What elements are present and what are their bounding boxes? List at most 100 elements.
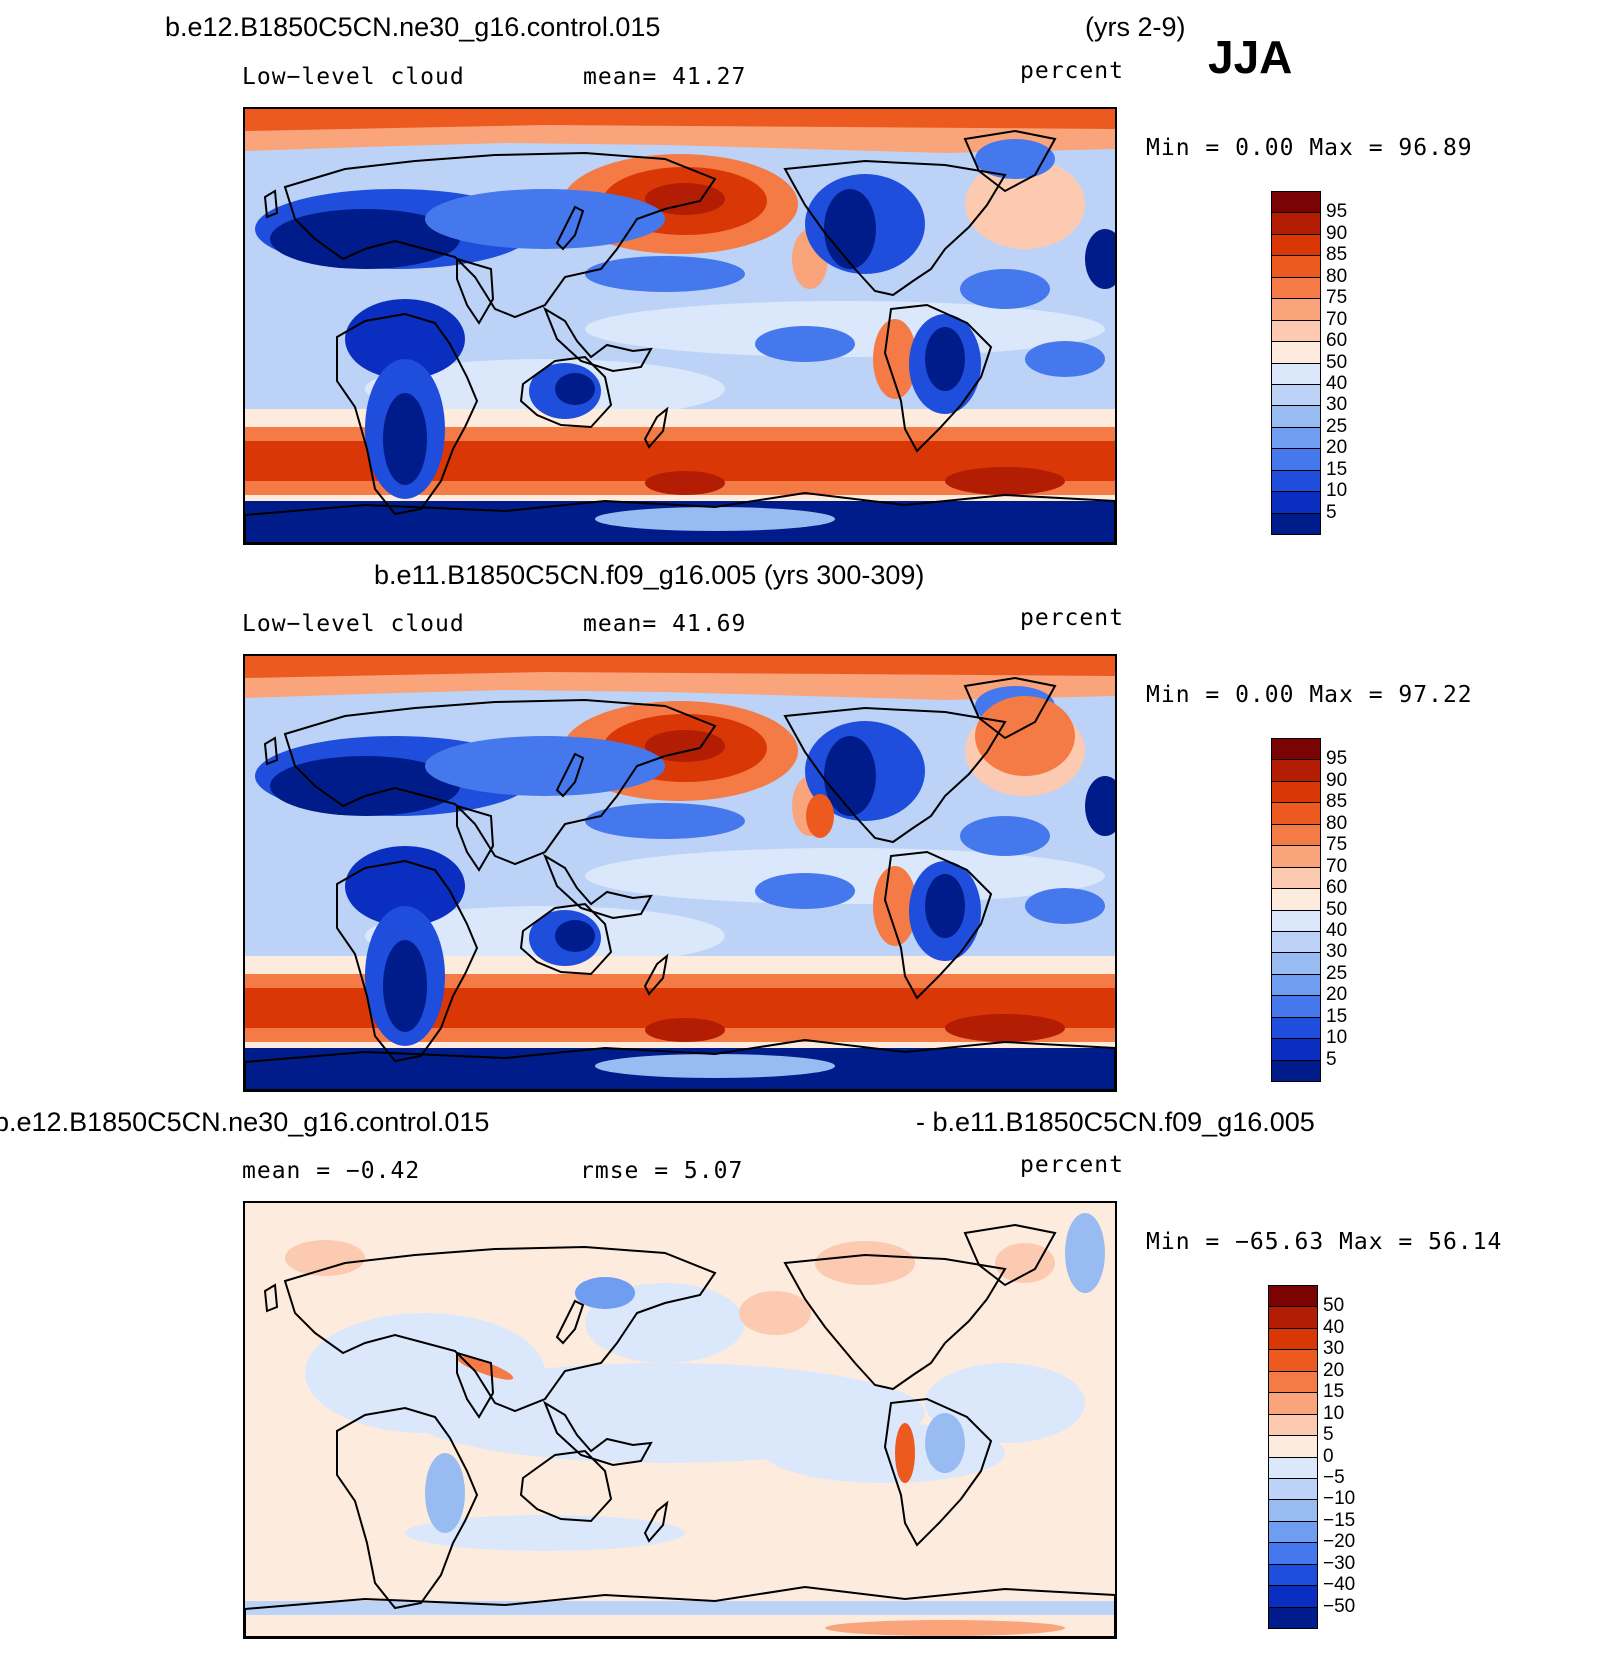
coastline xyxy=(245,1038,1115,1090)
colorbar-swatch xyxy=(1268,1542,1318,1565)
colorbar-tick-label: 95 xyxy=(1326,748,1348,770)
southern-ocean-core xyxy=(245,441,1115,481)
coastline xyxy=(519,1449,613,1523)
antarctic-fringe xyxy=(595,1054,835,1078)
colorbar-swatch xyxy=(1271,276,1321,300)
colorbar-tick-label: 40 xyxy=(1323,1316,1345,1338)
colorbar-tick-label: 20 xyxy=(1323,1359,1345,1381)
colorbar-swatch xyxy=(1268,1606,1318,1629)
coastline xyxy=(783,1253,1007,1391)
south-atlantic-low-cloud xyxy=(1025,341,1105,377)
colorbar-tick-label: −10 xyxy=(1323,1488,1356,1510)
colorbar-swatch xyxy=(1268,1477,1318,1501)
colorbar-tick-label: 25 xyxy=(1326,415,1348,437)
colorbar-tick-label: 70 xyxy=(1326,308,1348,330)
antarctic-fringe xyxy=(595,507,835,531)
colorbar-swatch xyxy=(1271,1059,1321,1082)
colorbar-swatch xyxy=(1271,888,1321,911)
colorbar-swatch xyxy=(1268,1349,1318,1372)
australia-core xyxy=(555,373,595,405)
coastline xyxy=(456,804,495,872)
colorbar-tick-label: −20 xyxy=(1323,1531,1356,1553)
panel-3-units-label: percent xyxy=(1020,1152,1124,1178)
north-america-core xyxy=(824,189,876,269)
colorbar-tick-label: 75 xyxy=(1326,287,1348,309)
panel-1-variable-label: Low−level cloud xyxy=(242,64,465,90)
coastline xyxy=(883,1397,993,1547)
greenland-low-cloud xyxy=(975,139,1055,179)
colorbar-tick-label: 5 xyxy=(1326,501,1337,523)
colorbar-swatch xyxy=(1271,909,1321,932)
coastline xyxy=(643,953,669,996)
coastline xyxy=(336,859,479,1063)
colorbar-swatch xyxy=(1271,512,1321,535)
colorbar-swatch xyxy=(1268,1435,1318,1458)
coastline xyxy=(883,850,993,1000)
colorbar-swatch xyxy=(1271,866,1321,890)
positive-difference xyxy=(815,1241,915,1285)
negative-difference-strong xyxy=(925,1413,965,1473)
california-stratocumulus-alt xyxy=(806,794,834,838)
negative-difference-strong xyxy=(1065,1213,1105,1293)
colorbar-tick-label: 20 xyxy=(1326,437,1348,459)
australia-core xyxy=(555,920,595,952)
map-canvas xyxy=(245,656,1115,1090)
colorbar-swatch xyxy=(1271,405,1321,428)
colorbar-tick-label: −5 xyxy=(1323,1466,1345,1488)
positive-difference xyxy=(825,1620,1065,1636)
asia-land xyxy=(425,736,665,796)
colorbar-tick-label: 30 xyxy=(1326,941,1348,963)
coastline xyxy=(519,355,613,429)
coastline xyxy=(963,129,1057,193)
panel-1-years: (yrs 2-9) xyxy=(1085,12,1186,42)
panel-1-colorbar: 95 90 85 80 75 70 60 50 40 30 25 20 15 10 5 xyxy=(1271,191,1371,535)
colorbar-tick-label: 80 xyxy=(1326,265,1348,287)
colorbar-tick-label: 60 xyxy=(1326,877,1348,899)
panel-3-mean-label: mean = −0.42 xyxy=(242,1158,421,1184)
colorbar-swatch xyxy=(1271,1038,1321,1061)
panel-1-mean-label: mean= 41.27 xyxy=(583,64,747,90)
colorbar-swatch xyxy=(1271,995,1321,1018)
panel-1-map xyxy=(243,107,1117,545)
panel-2-colorbar: 95 90 85 80 75 70 60 50 40 30 25 20 15 10 5 xyxy=(1271,738,1371,1082)
north-america-core xyxy=(824,736,876,816)
coastline xyxy=(555,752,585,798)
colorbar-tick-label: 40 xyxy=(1326,372,1348,394)
colorbar-swatch xyxy=(1268,1585,1318,1608)
colorbar-swatch xyxy=(1271,426,1321,450)
coastline xyxy=(519,902,613,976)
colorbar-swatch xyxy=(1271,952,1321,975)
southern-ocean-peak xyxy=(645,471,725,495)
coastline xyxy=(963,676,1057,740)
eurasia-land-core xyxy=(270,209,460,269)
colorbar-tick-label: 90 xyxy=(1326,222,1348,244)
coastline xyxy=(643,1500,669,1543)
coastline xyxy=(783,706,1007,844)
colorbar-swatch xyxy=(1271,759,1321,782)
colorbar-swatch xyxy=(1271,255,1321,278)
coastline xyxy=(555,1299,585,1345)
positive-difference xyxy=(739,1291,811,1335)
north-pacific-low-cloud xyxy=(585,256,745,292)
colorbar-tick-label: 60 xyxy=(1326,330,1348,352)
panel-2-units-label: percent xyxy=(1020,605,1124,631)
colorbar-swatch xyxy=(1271,383,1321,407)
colorbar-swatch xyxy=(1268,1327,1318,1351)
colorbar-swatch xyxy=(1271,319,1321,343)
colorbar-tick-label: 10 xyxy=(1326,480,1348,502)
colorbar-tick-label: 15 xyxy=(1323,1381,1345,1403)
colorbar-tick-label: 90 xyxy=(1326,769,1348,791)
colorbar-swatch xyxy=(1271,212,1321,235)
coastline xyxy=(263,1283,279,1313)
panel-1-title: b.e12.B1850C5CN.ne30_g16.control.015 xyxy=(165,12,661,42)
colorbar-swatch xyxy=(1271,802,1321,825)
coastline xyxy=(283,1245,717,1413)
southern-ocean-peak xyxy=(945,1014,1065,1042)
panel-3-rmse-label: rmse = 5.07 xyxy=(580,1158,744,1184)
colorbar-tick-label: 70 xyxy=(1326,855,1348,877)
colorbar-tick-label: 85 xyxy=(1326,791,1348,813)
colorbar-swatch xyxy=(1268,1499,1318,1522)
panel-3-subtrahend: - b.e11.B1850C5CN.f09_g16.005 xyxy=(916,1107,1315,1137)
south-america-core xyxy=(925,327,965,391)
colorbar-swatch xyxy=(1271,233,1321,257)
